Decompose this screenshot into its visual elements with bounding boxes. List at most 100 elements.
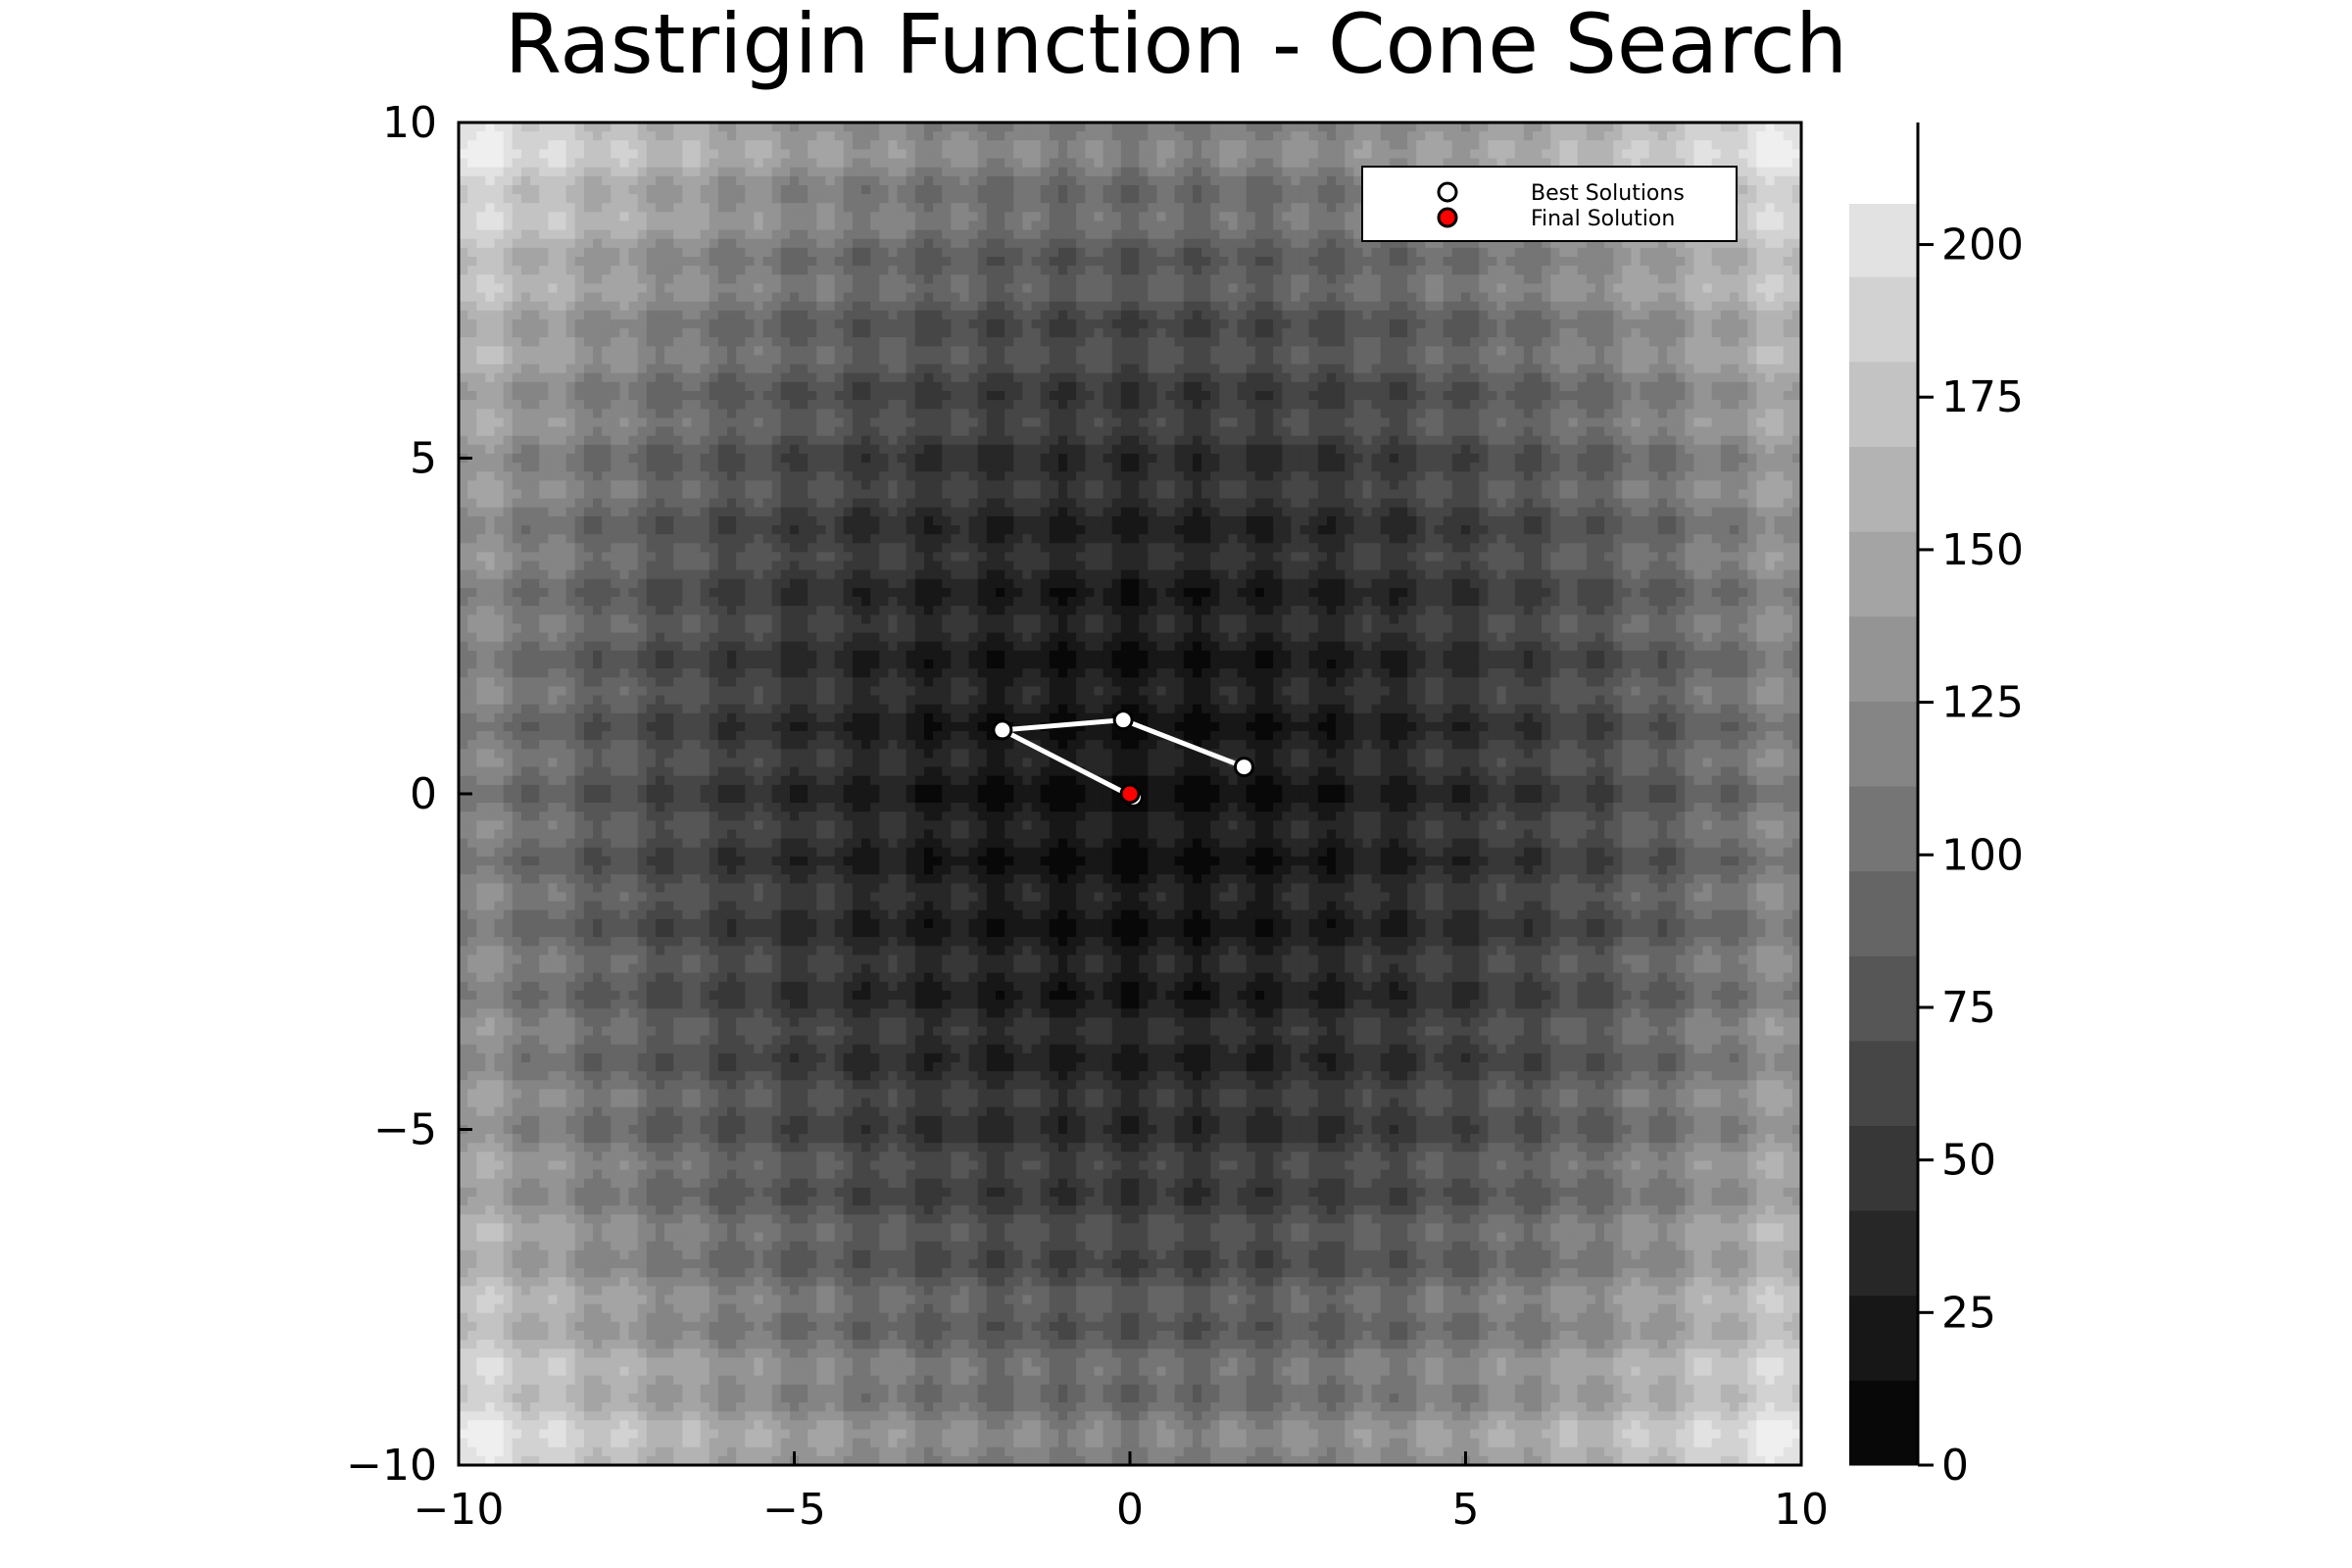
heat-cell	[530, 409, 540, 418]
heat-cell	[673, 310, 683, 320]
heat-cell	[816, 310, 827, 320]
heat-cell	[1120, 310, 1131, 320]
heat-cell	[1380, 131, 1391, 141]
heat-cell	[1720, 131, 1731, 141]
heat-cell	[1345, 149, 1354, 160]
heat-cell	[1443, 257, 1453, 267]
heat-cell	[485, 328, 496, 338]
heat-cell	[1004, 266, 1014, 275]
heat-cell	[1488, 409, 1498, 418]
heat-cell	[673, 220, 683, 231]
heat-cell	[476, 175, 486, 186]
heat-cell	[520, 238, 531, 249]
heat-cell	[637, 355, 648, 366]
heat-cell	[1765, 257, 1776, 267]
heat-cell	[1720, 283, 1731, 294]
heat-cell	[1425, 346, 1436, 357]
heat-cell	[1533, 283, 1543, 294]
heat-cell	[861, 203, 871, 213]
heat-cell	[1443, 122, 1453, 132]
heat-cell	[565, 337, 576, 347]
heat-cell	[548, 301, 559, 312]
heat-cell	[1791, 318, 1801, 329]
heat-cell	[1264, 238, 1274, 249]
heat-cell	[1031, 203, 1042, 213]
heat-cell	[1210, 194, 1220, 204]
heat-cell	[1667, 158, 1677, 169]
heat-cell	[933, 247, 943, 258]
heat-cell	[1156, 328, 1167, 338]
heat-cell	[1676, 400, 1686, 410]
heat-cell	[1407, 301, 1417, 312]
heat-cell	[762, 381, 773, 392]
heat-cell	[933, 266, 943, 275]
heat-cell	[1031, 140, 1042, 150]
heat-cell	[485, 283, 496, 294]
heat-cell	[977, 364, 988, 374]
heat-cell	[1791, 122, 1801, 132]
heat-cell	[1308, 381, 1319, 392]
heat-cell	[727, 337, 737, 347]
heat-cell	[933, 318, 943, 329]
heat-cell	[1237, 400, 1248, 410]
heat-cell	[1076, 310, 1086, 320]
heat-cell	[1228, 175, 1239, 186]
heat-cell	[485, 372, 496, 383]
heat-cell	[1791, 266, 1801, 275]
heat-cell	[789, 337, 800, 347]
heat-cell	[1111, 175, 1122, 186]
heat-cell	[771, 212, 782, 222]
heat-cell	[771, 140, 782, 150]
heat-cell	[1120, 400, 1131, 410]
heat-cell	[1111, 140, 1122, 150]
heat-cell	[485, 131, 496, 141]
heat-cell	[539, 203, 549, 213]
heat-cell	[1040, 400, 1051, 410]
heat-cell	[611, 355, 620, 366]
heat-cell	[1264, 381, 1274, 392]
heat-cell	[1496, 318, 1507, 329]
heat-cell	[1148, 346, 1157, 357]
heat-cell	[1139, 310, 1149, 320]
heat-cell	[888, 301, 899, 312]
heat-cell	[1102, 247, 1113, 258]
heat-cell	[968, 364, 979, 374]
heat-cell	[1076, 346, 1086, 357]
heat-cell	[1398, 400, 1408, 410]
heat-cell	[1514, 301, 1525, 312]
heat-cell	[1371, 391, 1382, 401]
heat-cell	[745, 238, 755, 249]
heat-cell	[1774, 149, 1785, 160]
heat-cell	[1416, 301, 1426, 312]
heat-cell	[1729, 274, 1740, 284]
heat-cell	[951, 318, 961, 329]
heat-cell	[530, 328, 540, 338]
heat-cell	[968, 292, 979, 303]
heat-cell	[727, 247, 737, 258]
heat-cell	[1201, 301, 1211, 312]
heat-cell	[1165, 158, 1176, 169]
heat-cell	[1317, 337, 1328, 347]
heat-cell	[1336, 409, 1346, 418]
heat-cell	[565, 238, 576, 249]
heat-cell	[951, 212, 961, 222]
heat-cell	[1657, 247, 1668, 258]
heat-cell	[1237, 167, 1248, 177]
heat-cell	[1380, 372, 1391, 383]
heat-cell	[717, 266, 728, 275]
heat-cell	[1040, 131, 1051, 141]
heat-cell	[1594, 247, 1605, 258]
heat-cell	[1657, 409, 1668, 418]
heat-cell	[1353, 194, 1364, 204]
heat-cell	[942, 328, 952, 338]
heat-cell	[1291, 266, 1301, 275]
heat-cell	[1192, 310, 1202, 320]
heat-cell	[1451, 283, 1462, 294]
heat-cell	[1130, 175, 1140, 186]
heat-cell	[1031, 149, 1042, 160]
heat-cell	[557, 131, 567, 141]
heat-cell	[968, 238, 979, 249]
heat-cell	[1496, 372, 1507, 383]
heat-cell	[923, 149, 934, 160]
heat-cell	[1398, 381, 1408, 392]
